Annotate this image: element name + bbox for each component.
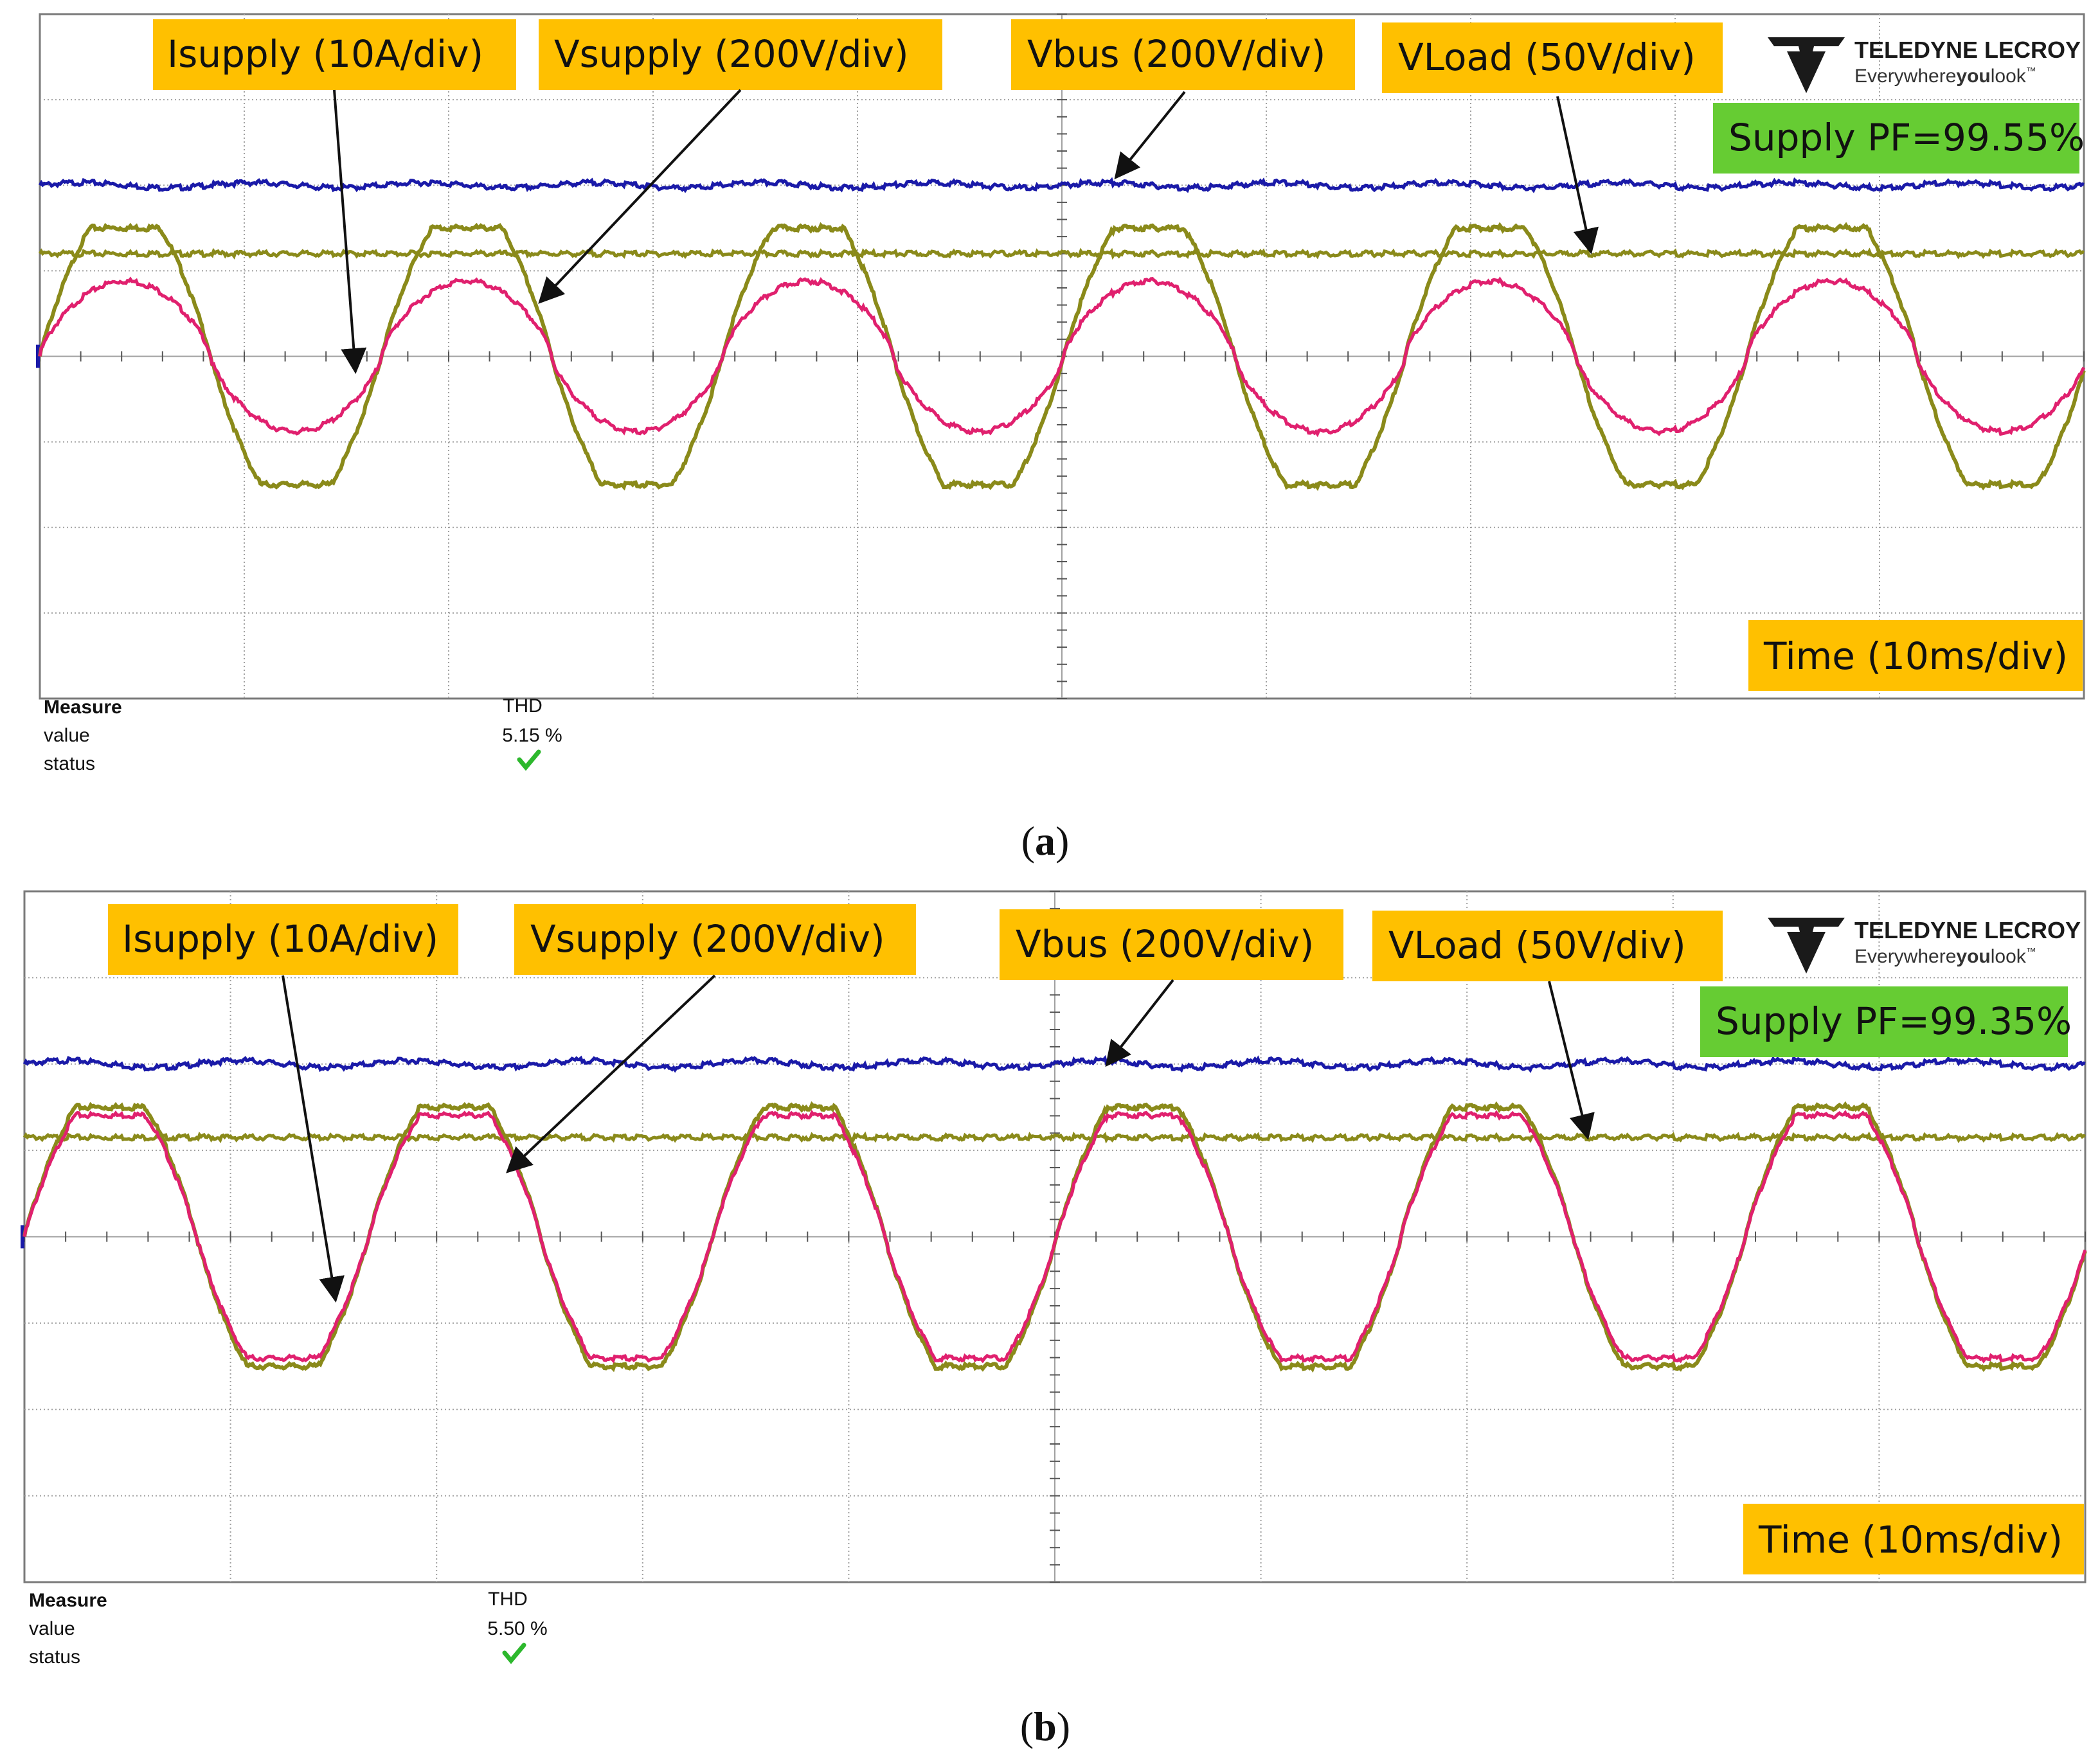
pf-label: Supply PF=99.35% bbox=[1716, 999, 2072, 1043]
logo-mark-lower-icon bbox=[1787, 932, 1826, 974]
logo-mark-lower-icon bbox=[1787, 51, 1826, 93]
arrow-isupply bbox=[282, 975, 345, 1303]
logo-tm: ™ bbox=[2026, 947, 2036, 958]
time-box bbox=[1743, 1504, 2084, 1574]
arrow-isupply bbox=[333, 89, 367, 374]
arrow-vload bbox=[1548, 981, 1595, 1140]
arrow-vsupply bbox=[538, 89, 742, 304]
logo-tagline-pre: Everywhere bbox=[1854, 66, 1956, 87]
trace-isupply bbox=[38, 276, 2086, 438]
measure-param: THD bbox=[503, 695, 543, 717]
measure-header: Measure bbox=[29, 1590, 107, 1611]
pf-box bbox=[1713, 103, 2079, 174]
scope-chart-a: Isupply (10A/div) Vsupply (200V/div) Vbus … bbox=[36, 13, 2086, 864]
arrow-vload bbox=[1556, 96, 1599, 254]
pf-box bbox=[1700, 986, 2068, 1057]
label-text-vbus: Vbus (200V/div) bbox=[1027, 32, 1325, 76]
caption-open: ( bbox=[1021, 818, 1035, 864]
logo-tagline-post: look bbox=[1991, 946, 2027, 967]
measure-param: THD bbox=[488, 1589, 528, 1610]
caption: (a) bbox=[1021, 818, 1070, 864]
ground-marker bbox=[36, 344, 40, 368]
caption-close: ) bbox=[1055, 818, 1069, 864]
logo-tagline-bold: you bbox=[1956, 66, 1990, 87]
logo-tagline-pre: Everywhere bbox=[1854, 946, 1956, 967]
measure-value: 5.15 % bbox=[502, 725, 562, 746]
trace-isupply bbox=[22, 1109, 2087, 1364]
logo-tagline-post: look bbox=[1991, 66, 2027, 87]
measure-value-label: value bbox=[44, 725, 90, 746]
logo-tm: ™ bbox=[2026, 66, 2036, 77]
arrow-vsupply bbox=[506, 974, 716, 1173]
trace-vload bbox=[38, 247, 2085, 260]
status-check-icon bbox=[502, 1643, 526, 1664]
logo-tagline: Everywhereyoulook™ bbox=[1854, 66, 2036, 87]
logo-tagline: Everywhereyoulook™ bbox=[1854, 946, 2036, 967]
measure-status-label: status bbox=[29, 1646, 80, 1668]
ground-marker bbox=[21, 1225, 24, 1249]
caption-close: ) bbox=[1057, 1704, 1070, 1749]
logo-tagline-bold: you bbox=[1956, 946, 1990, 967]
label-text-vsupply: Vsupply (200V/div) bbox=[530, 917, 885, 961]
caption-letter: a bbox=[1035, 818, 1055, 864]
status-check-icon bbox=[517, 749, 541, 771]
measure-status-label: status bbox=[44, 753, 95, 774]
trace-vbus bbox=[38, 177, 2085, 193]
caption-open: ( bbox=[1020, 1704, 1034, 1749]
scope-chart-b: Isupply (10A/div) Vsupply (200V/div) Vbus … bbox=[21, 890, 2087, 1749]
measure-header: Measure bbox=[44, 697, 122, 718]
label-box-vsupply bbox=[514, 904, 916, 975]
label-text-vload: VLoad (50V/div) bbox=[1388, 923, 1686, 967]
caption: (b) bbox=[1020, 1704, 1070, 1749]
measure-value-label: value bbox=[29, 1618, 75, 1639]
label-box-vbus bbox=[1000, 909, 1343, 980]
trace-vbus bbox=[22, 1055, 2086, 1073]
measure-value: 5.50 % bbox=[487, 1618, 547, 1639]
lecroy-logo: TELEDYNE LECROY Everywhereyoulook™ bbox=[1768, 917, 2081, 974]
arrow-vbus bbox=[1114, 91, 1186, 180]
arrow-vbus bbox=[1105, 979, 1174, 1067]
scope-panel-b: Isupply (10A/div) Vsupply (200V/div) Vbus … bbox=[0, 884, 2091, 1764]
xlabel-text: Time (10ms/div) bbox=[1763, 634, 2068, 678]
label-box-vload bbox=[1382, 22, 1723, 93]
label-text-isupply: Isupply (10A/div) bbox=[122, 917, 438, 961]
label-box-isupply bbox=[153, 19, 516, 90]
pf-label: Supply PF=99.55% bbox=[1728, 116, 2085, 159]
label-text-vbus: Vbus (200V/div) bbox=[1016, 922, 1314, 966]
label-text-vsupply: Vsupply (200V/div) bbox=[554, 32, 909, 76]
label-box-isupply bbox=[108, 904, 458, 975]
scope-panel-a: Isupply (10A/div) Vsupply (200V/div) Vbus … bbox=[0, 0, 2091, 874]
lecroy-logo: TELEDYNE LECROY Everywhereyoulook™ bbox=[1768, 37, 2081, 93]
xlabel-text: Time (10ms/div) bbox=[1758, 1518, 2063, 1562]
label-text-isupply: Isupply (10A/div) bbox=[167, 32, 483, 76]
logo-name: TELEDYNE LECROY bbox=[1854, 37, 2081, 63]
label-box-vbus bbox=[1011, 19, 1355, 90]
label-box-vsupply bbox=[539, 19, 942, 90]
logo-name: TELEDYNE LECROY bbox=[1854, 917, 2081, 943]
label-box-vload bbox=[1372, 911, 1723, 981]
label-text-vload: VLoad (50V/div) bbox=[1398, 35, 1696, 79]
caption-letter: b bbox=[1034, 1704, 1057, 1749]
time-box bbox=[1748, 620, 2083, 691]
trace-vload bbox=[22, 1131, 2086, 1144]
